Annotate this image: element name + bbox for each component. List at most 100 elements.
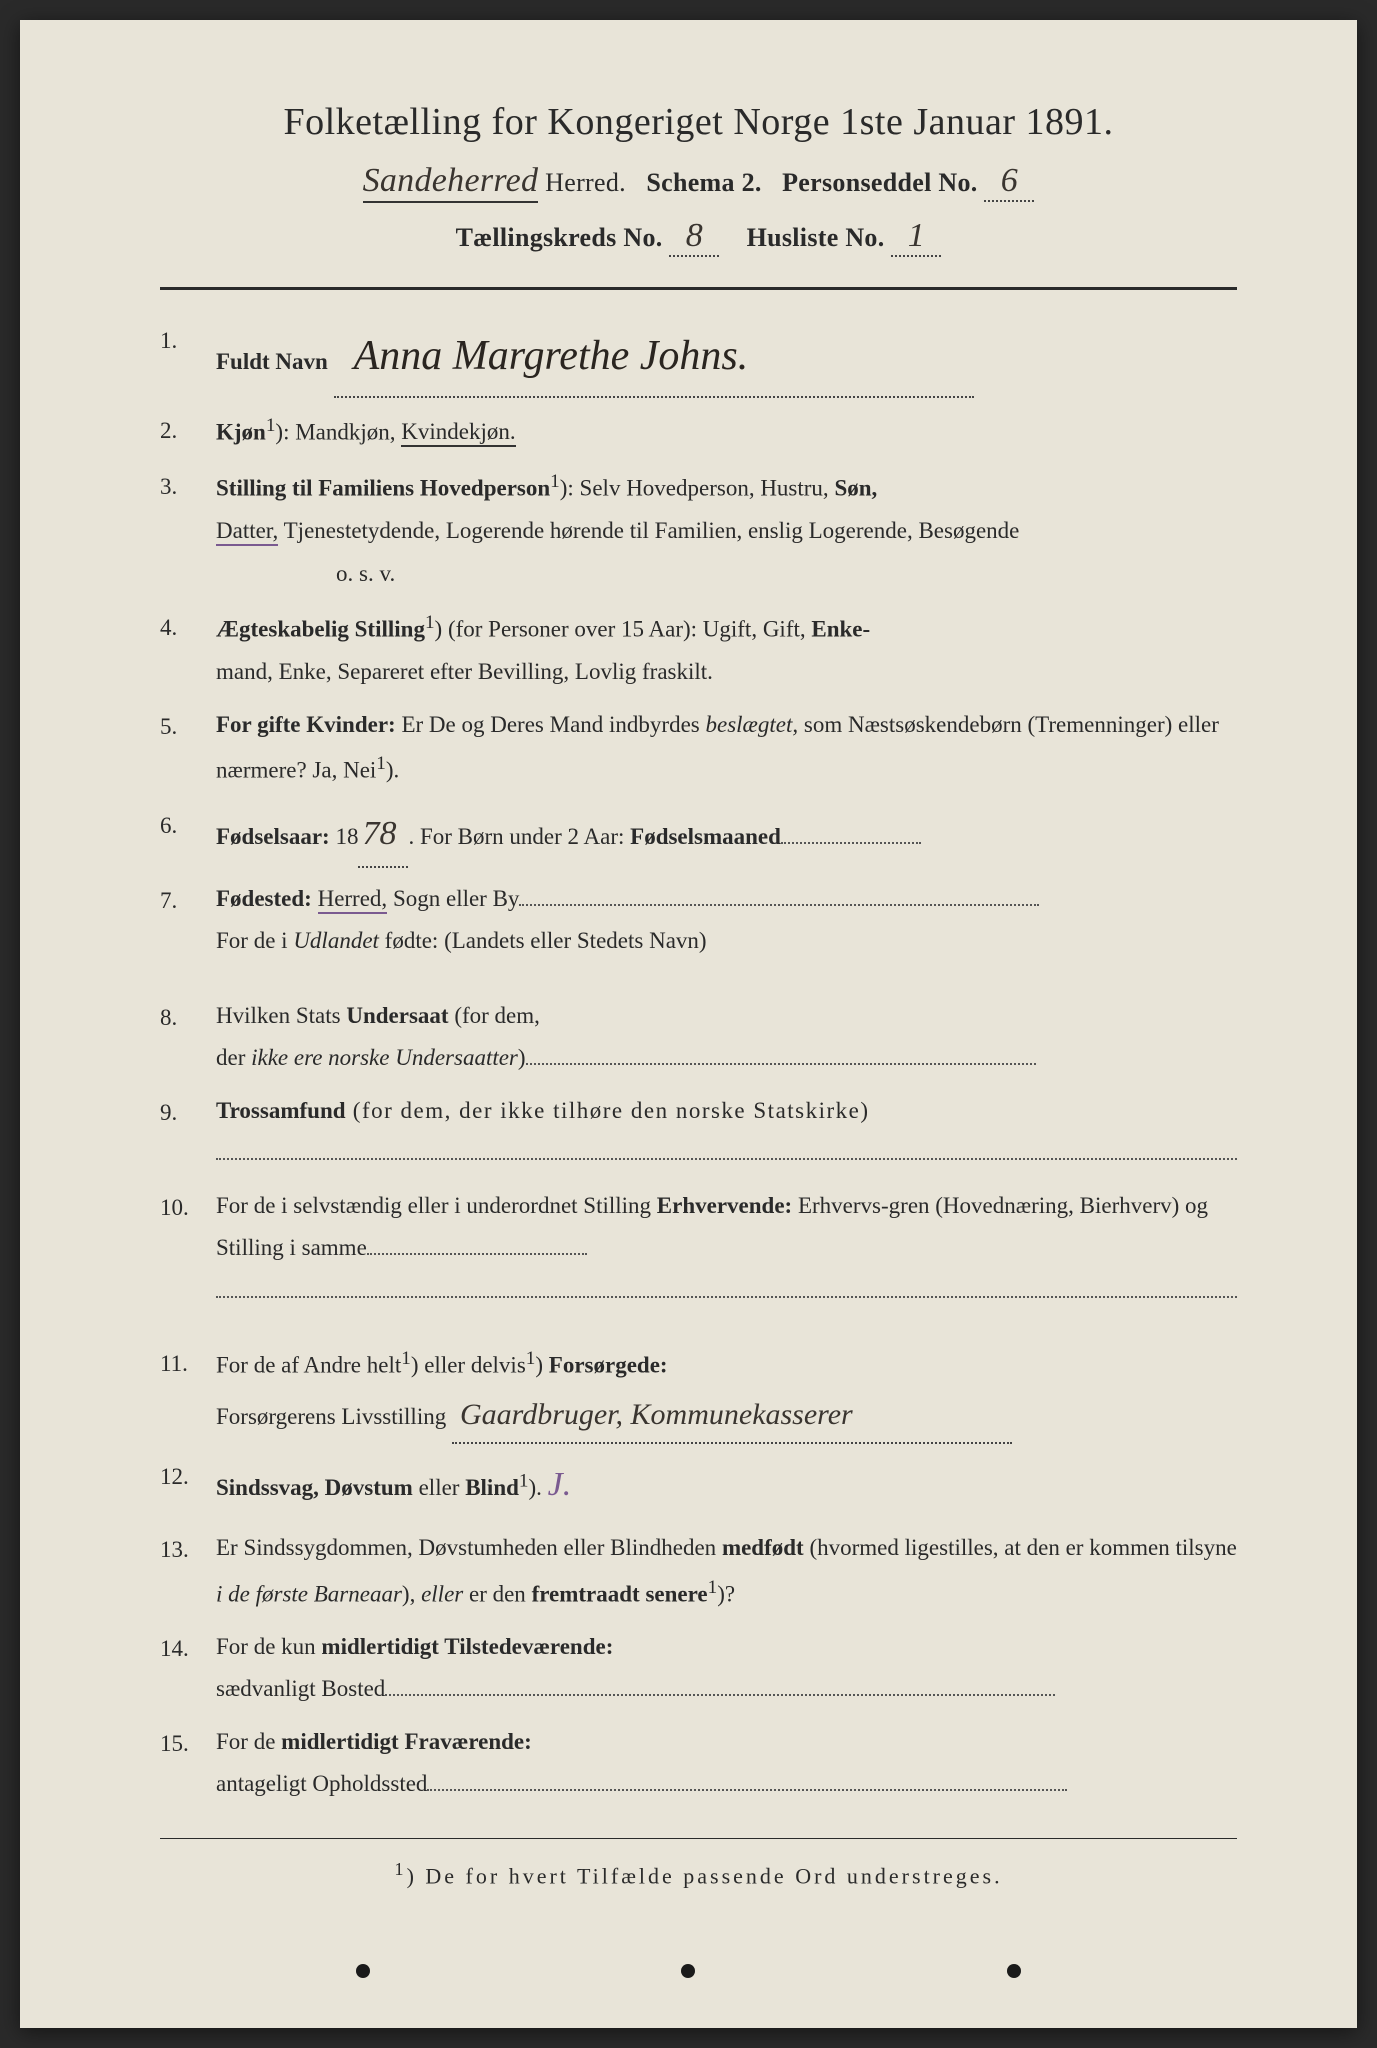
item-content-5: For gifte Kvinder: Er De og Deres Mand i… [216, 704, 1237, 793]
item-4: 4. Ægteskabelig Stilling1) (for Personer… [160, 605, 1237, 694]
item-content-9: Trossamfund (for dem, der ikke tilhøre d… [216, 1090, 1237, 1175]
label-stilling: Stilling til Familiens Hovedperson [216, 476, 550, 501]
label-fravaerende: midlertidigt Fraværende: [281, 1729, 532, 1754]
footnote: 1) De for hvert Tilfælde passende Ord un… [160, 1859, 1237, 1889]
item-num-1: 1. [160, 318, 216, 363]
text-8c: (for dem, [449, 1003, 540, 1028]
item-content-1: Fuldt Navn Anna Margrethe Johns. [216, 318, 1237, 398]
text-11e: Forsørgerens Livsstilling [216, 1404, 446, 1429]
label-fremtraadt: fremtraadt senere [532, 1581, 708, 1606]
item-content-3: Stilling til Familiens Hovedperson1): Se… [216, 464, 1237, 595]
herred-handwritten: Sandeherred [363, 162, 539, 203]
item-8: 8. Hvilken Stats Undersaat (for dem, der… [160, 995, 1237, 1080]
text-8a: Hvilken Stats [216, 1003, 346, 1028]
text-3b: ): Selv Hovedperson, Hustru, [560, 476, 835, 501]
item-1: 1. Fuldt Navn Anna Margrethe Johns. [160, 318, 1237, 398]
item-num-9: 9. [160, 1090, 216, 1135]
item-6: 6. Fødselsaar: 1878. For Børn under 2 Aa… [160, 803, 1237, 868]
item-num-15: 15. [160, 1721, 216, 1766]
label-trossamfund: Trossamfund [216, 1098, 346, 1123]
value-year: 78 [358, 803, 408, 868]
item-content-6: Fødselsaar: 1878. For Børn under 2 Aar: … [216, 803, 1237, 868]
blank-10b [216, 1296, 1237, 1298]
label-kjon: Kjøn [216, 419, 266, 444]
value-herred: Herred, [318, 886, 388, 914]
text-13a: Er Sindssygdommen, Døvstumheden eller Bl… [216, 1535, 722, 1560]
label-fodselsmaaned: Fødselsmaaned [630, 824, 781, 849]
hole-icon [681, 1964, 695, 1978]
text-15c: antageligt Opholdssted [216, 1771, 427, 1796]
item-5: 5. For gifte Kvinder: Er De og Deres Man… [160, 704, 1237, 793]
subheader-line-2: Tællingskreds No. 8 Husliste No. 1 [160, 217, 1237, 257]
hole-icon [356, 1964, 370, 1978]
text-6c: . For Børn under 2 Aar: [408, 824, 630, 849]
text-12b: eller [413, 1475, 465, 1500]
item-content-2: Kjøn1): Mandkjøn, Kvindekjøn. [216, 408, 1237, 454]
item-content-14: For de kun midlertidigt Tilstedeværende:… [216, 1626, 1237, 1711]
text-beslaegtet: beslægtet, [705, 712, 798, 737]
form-body: 1. Fuldt Navn Anna Margrethe Johns. 2. K… [160, 318, 1237, 1806]
text-3e: Tjenestetydende, Logerende hørende til F… [278, 518, 1019, 543]
text-enke: Enke- [811, 617, 870, 642]
text-18: 18 [330, 824, 359, 849]
item-11: 11. For de af Andre helt1) eller delvis1… [160, 1341, 1237, 1445]
item-num-5: 5. [160, 704, 216, 749]
item-num-12: 12. [160, 1454, 216, 1499]
husliste-value: 1 [891, 217, 941, 257]
text-7c: Sogn eller By [387, 886, 519, 911]
item-content-4: Ægteskabelig Stilling1) (for Personer ov… [216, 605, 1237, 694]
label-fodested: Fødested: [216, 886, 312, 911]
label-sindssvag: Sindssvag, Døvstum [216, 1475, 413, 1500]
blank-month [781, 842, 921, 844]
label-blind: Blind [465, 1475, 519, 1500]
item-7: 7. Fødested: Herred, Sogn eller By For d… [160, 878, 1237, 963]
value-12: J. [548, 1454, 572, 1517]
item-13: 13. Er Sindssygdommen, Døvstumheden elle… [160, 1527, 1237, 1616]
item-14: 14. For de kun midlertidigt Tilstedevære… [160, 1626, 1237, 1711]
blank-10a [367, 1253, 587, 1255]
blank-opholdssted [427, 1789, 1067, 1791]
item-content-11: For de af Andre helt1) eller delvis1) Fo… [216, 1341, 1237, 1445]
main-title: Folketælling for Kongeriget Norge 1ste J… [160, 100, 1237, 144]
label-erhvervende: Erhvervende: [657, 1193, 792, 1218]
text-13c: (hvormed ligestilles, at den er kommen t… [804, 1535, 1237, 1560]
item-15: 15. For de midlertidigt Fraværende: anta… [160, 1721, 1237, 1806]
text-7f: fødte: (Landets eller Stedets Navn) [379, 928, 707, 953]
text-11b: ) eller delvis [411, 1352, 526, 1377]
text-13d: i de første Barneaar [216, 1581, 402, 1606]
blank-trossamfund [216, 1158, 1237, 1160]
text-son: Søn, [834, 476, 877, 501]
text-8e: ikke ere norske Undersaatter [251, 1045, 518, 1070]
kreds-value: 8 [669, 217, 719, 257]
personseddel-value: 6 [984, 162, 1034, 202]
text-osv: o. s. v. [216, 561, 395, 586]
label-medfodt: medfødt [722, 1535, 804, 1560]
blank-undersaat [526, 1063, 1036, 1065]
hole-icon [1007, 1964, 1021, 1978]
item-num-10: 10. [160, 1185, 216, 1230]
form-header: Folketælling for Kongeriget Norge 1ste J… [160, 100, 1237, 257]
label-fodselsaar: Fødselsaar: [216, 824, 330, 849]
item-content-7: Fødested: Herred, Sogn eller By For de i… [216, 878, 1237, 963]
kreds-label: Tællingskreds No. [456, 223, 663, 252]
divider-bottom [160, 1838, 1237, 1839]
text-13g: er den [463, 1581, 531, 1606]
subheader-line-1: Sandeherred Herred. Schema 2. Personsedd… [160, 162, 1237, 203]
item-content-8: Hvilken Stats Undersaat (for dem, der ik… [216, 995, 1237, 1080]
blank-bosted [385, 1694, 1055, 1696]
item-2: 2. Kjøn1): Mandkjøn, Kvindekjøn. [160, 408, 1237, 454]
text-14a: For de kun [216, 1634, 321, 1659]
text-15a: For de [216, 1729, 281, 1754]
text-13i: )? [717, 1581, 735, 1606]
divider-top [160, 287, 1237, 290]
footnote-sup: 1 [394, 1859, 406, 1879]
footnote-text: ) De for hvert Tilfælde passende Ord und… [407, 1863, 1003, 1888]
item-num-7: 7. [160, 878, 216, 923]
item-num-11: 11. [160, 1341, 216, 1386]
text-4d: mand, Enke, Separeret efter Bevilling, L… [216, 659, 713, 684]
label-tilstede: midlertidigt Tilstedeværende: [321, 1634, 613, 1659]
text-8d: der [216, 1045, 251, 1070]
item-num-4: 4. [160, 605, 216, 650]
personseddel-label: Personseddel No. [782, 168, 977, 197]
census-form-document: Folketælling for Kongeriget Norge 1ste J… [20, 20, 1357, 2028]
